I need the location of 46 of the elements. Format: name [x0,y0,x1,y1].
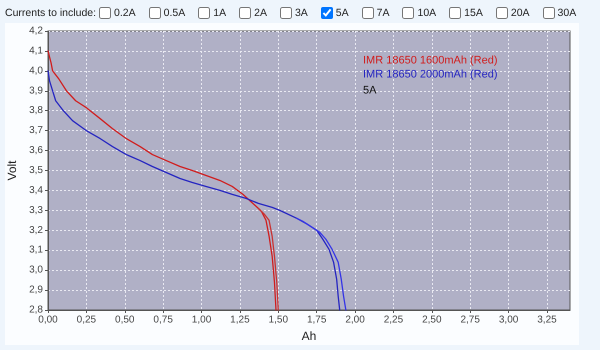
y-tick-label: 3,3 [29,204,44,216]
text: 5A [336,7,349,19]
text: 2A [254,7,267,19]
y-tick-label: 3,1 [29,244,44,256]
x-tick-label: 3,25 [537,314,558,326]
y-tick-label: 2,8 [29,304,44,316]
x-tick-label: 1,00 [192,314,212,326]
y-tick-label: 3,2 [29,224,44,236]
x-tick-label: 2,75 [460,314,480,326]
y-axis-title: Volt [5,160,20,181]
text: 0.2A [114,7,136,19]
y-tick-label: 3,6 [29,145,44,156]
x-axis-title: Ah [302,329,316,343]
y-tick-label: 3,7 [29,125,44,136]
x-tick-label: 3,00 [498,314,519,326]
text: IMR 18650 1600mAh (Red) [363,54,498,66]
text: 1A [213,7,226,19]
y-tick-label: 4,0 [29,65,44,76]
x-tick-label: 1,50 [268,314,288,326]
y-tick-label: 4,2 [29,26,44,36]
text: IMR 18650 2000mAh (Red) [363,68,498,80]
x-tick-label: 2,50 [422,314,442,326]
text: 30A [558,7,576,19]
x-tick-label: 2,25 [384,314,404,326]
y-tick-label: 3,4 [29,184,44,196]
x-tick-label: 1,25 [230,314,250,326]
x-tick-label: 0,25 [76,314,97,326]
x-tick-label: 2,00 [345,314,366,326]
text: 3A [294,7,308,19]
y-tick-label: 4,1 [29,45,44,56]
text: 20A [510,7,530,19]
annotation: 5A [363,84,378,96]
x-tick-label: 0,00 [38,314,58,326]
x-tick-label: 1,75 [306,314,327,326]
text: 10A [417,7,436,19]
text: 0.5A [164,7,186,19]
y-tick-label: 3,0 [29,264,44,276]
y-tick-label: 3,8 [29,105,44,116]
text: Currents to include: [5,7,96,19]
y-tick-label: 3,5 [29,165,44,176]
x-tick-label: 0,75 [153,314,174,326]
y-tick-label: 3,9 [29,85,44,96]
x-tick-label: 0,50 [115,314,135,326]
y-tick-label: 2,9 [29,284,44,296]
text: 7A [376,7,390,19]
text: 15A [464,7,483,19]
